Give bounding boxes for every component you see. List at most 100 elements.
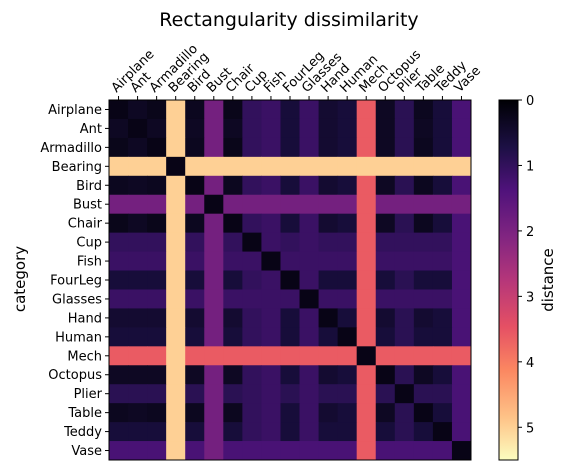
heatmap-cell-armadillo-plier (394, 137, 415, 158)
heatmap-cell-hand-human (337, 308, 358, 328)
colorbar-tick-label-2: 2 (526, 225, 534, 240)
heatmap-cell-hand-fourleg (280, 308, 301, 328)
y-tick-labels: Airplane Ant Armadillo Bearing Bird Bust Chair… (40, 103, 109, 459)
heatmap-cell-octopus-teddy (432, 365, 453, 385)
heatmap-cell-vase-mech (356, 441, 377, 461)
heatmap-cell-ant-mech (356, 118, 377, 139)
heatmap-cell-teddy-human (337, 422, 358, 442)
heatmap-cell-glasses-vase (451, 289, 472, 309)
heatmap-cell-cup-bearing (166, 232, 186, 253)
heatmap-cell-airplane-vase (451, 100, 472, 120)
heatmap-cell-octopus-airplane (109, 365, 129, 385)
y-tick-label-airplane: Airplane (48, 103, 102, 118)
heatmap-cell-octopus-ant (128, 365, 148, 385)
heatmap-cell-bearing-bearing (166, 156, 186, 177)
heatmap-cell-hand-airplane (109, 308, 129, 328)
heatmap-cell-table-plier (394, 403, 415, 423)
heatmap-cell-vase-human (337, 441, 358, 461)
heatmap-cell-bearing-bird (185, 156, 205, 177)
heatmap-cell-human-octopus (375, 327, 396, 347)
heatmap-cell-bird-mech (356, 175, 377, 196)
colorbar-tick-label-3: 3 (526, 290, 534, 305)
heatmap-cell-bearing-vase (451, 156, 472, 177)
heatmap-cell-fourleg-table (413, 270, 434, 290)
heatmap-cell-airplane-fourleg (280, 100, 301, 120)
heatmap-cell-cup-teddy (432, 232, 453, 253)
heatmap-cell-ant-vase (451, 118, 472, 139)
heatmap-cell-vase-glasses (299, 441, 320, 461)
heatmap-cell-airplane-ant (128, 100, 148, 120)
heatmap-cell-bust-mech (356, 194, 377, 215)
colorbar (498, 99, 519, 461)
heatmap-cell-bust-octopus (375, 194, 396, 215)
heatmap-cell-fish-vase (451, 251, 472, 272)
heatmap-cell-plier-fish (261, 384, 281, 404)
heatmap-cell-plier-glasses (299, 384, 320, 404)
heatmap-cell-mech-cup (242, 346, 262, 366)
heatmap-cell-fourleg-human (337, 270, 358, 290)
heatmap-cell-hand-bird (185, 308, 205, 328)
heatmap-cell-octopus-cup (242, 365, 262, 385)
heatmap-cell-fish-chair (223, 251, 243, 272)
heatmap-cell-glasses-glasses (299, 289, 320, 309)
heatmap-cell-airplane-chair (223, 100, 243, 120)
heatmap-cell-human-bust (204, 327, 224, 347)
heatmap-cell-mech-bust (204, 346, 224, 366)
heatmap-cell-armadillo-armadillo (147, 137, 167, 158)
heatmap-cell-chair-fourleg (280, 213, 301, 234)
heatmap-cell-human-mech (356, 327, 377, 347)
heatmap-cell-vase-bearing (166, 441, 186, 461)
heatmap-cell-teddy-ant (128, 422, 148, 442)
heatmap-cell-hand-table (413, 308, 434, 328)
heatmap-cell-bust-bearing (166, 194, 186, 215)
heatmap-cell-table-octopus (375, 403, 396, 423)
heatmap-cell-armadillo-ant (128, 137, 148, 158)
heatmap-cell-glasses-bearing (166, 289, 186, 309)
heatmap-cell-hand-vase (451, 308, 472, 328)
heatmap-cell-bearing-ant (128, 156, 148, 177)
heatmap-cell-chair-hand (318, 213, 339, 234)
heatmap-cell-plier-bust (204, 384, 224, 404)
heatmap-cell-bearing-mech (356, 156, 377, 177)
heatmap-cell-chair-glasses (299, 213, 320, 234)
heatmap-cell-bird-bird (185, 175, 205, 196)
heatmap-cell-airplane-hand (318, 100, 339, 120)
heatmap-cell-hand-chair (223, 308, 243, 328)
heatmap-cell-bust-fourleg (280, 194, 301, 215)
heatmap-cell-armadillo-bird (185, 137, 205, 158)
heatmap-cell-vase-bird (185, 441, 205, 461)
heatmap-cell-bust-ant (128, 194, 148, 215)
heatmap-cell-chair-plier (394, 213, 415, 234)
heatmap-cell-fish-glasses (299, 251, 320, 272)
heatmap-cell-bust-table (413, 194, 434, 215)
heatmap-cell-fourleg-chair (223, 270, 243, 290)
heatmap-cell-fourleg-mech (356, 270, 377, 290)
heatmap-cell-armadillo-table (413, 137, 434, 158)
heatmap-cell-bearing-bust (204, 156, 224, 177)
y-tick-label-table: Table (67, 406, 102, 421)
heatmap-cell-mech-glasses (299, 346, 320, 366)
heatmap-cell-table-fish (261, 403, 281, 423)
heatmap-cell-teddy-vase (451, 422, 472, 442)
heatmap-cell-teddy-bust (204, 422, 224, 442)
heatmap-cell-mech-mech (356, 346, 377, 366)
heatmap-cell-table-fourleg (280, 403, 301, 423)
y-tick-label-human: Human (55, 330, 102, 345)
heatmap-cell-octopus-fourleg (280, 365, 301, 385)
heatmap-cell-teddy-cup (242, 422, 262, 442)
heatmap-cell-glasses-bust (204, 289, 224, 309)
heatmap-cell-chair-mech (356, 213, 377, 234)
heatmap-cell-table-mech (356, 403, 377, 423)
heatmap-cell-table-bust (204, 403, 224, 423)
heatmap-cell-octopus-chair (223, 365, 243, 385)
heatmap-cell-ant-teddy (432, 118, 453, 139)
x-tick-labels: AirplaneAntArmadilloBearingBirdBustChair… (109, 42, 484, 100)
heatmap-cell-plier-hand (318, 384, 339, 404)
chart-title: Rectangularity dissimilarity (159, 9, 418, 31)
heatmap-cell-glasses-plier (394, 289, 415, 309)
y-tick-label-hand: Hand (68, 311, 102, 326)
heatmap-cell-armadillo-glasses (299, 137, 320, 158)
heatmap-cell-teddy-armadillo (147, 422, 167, 442)
heatmap-cell-bird-fish (261, 175, 281, 196)
heatmap-cell-teddy-plier (394, 422, 415, 442)
